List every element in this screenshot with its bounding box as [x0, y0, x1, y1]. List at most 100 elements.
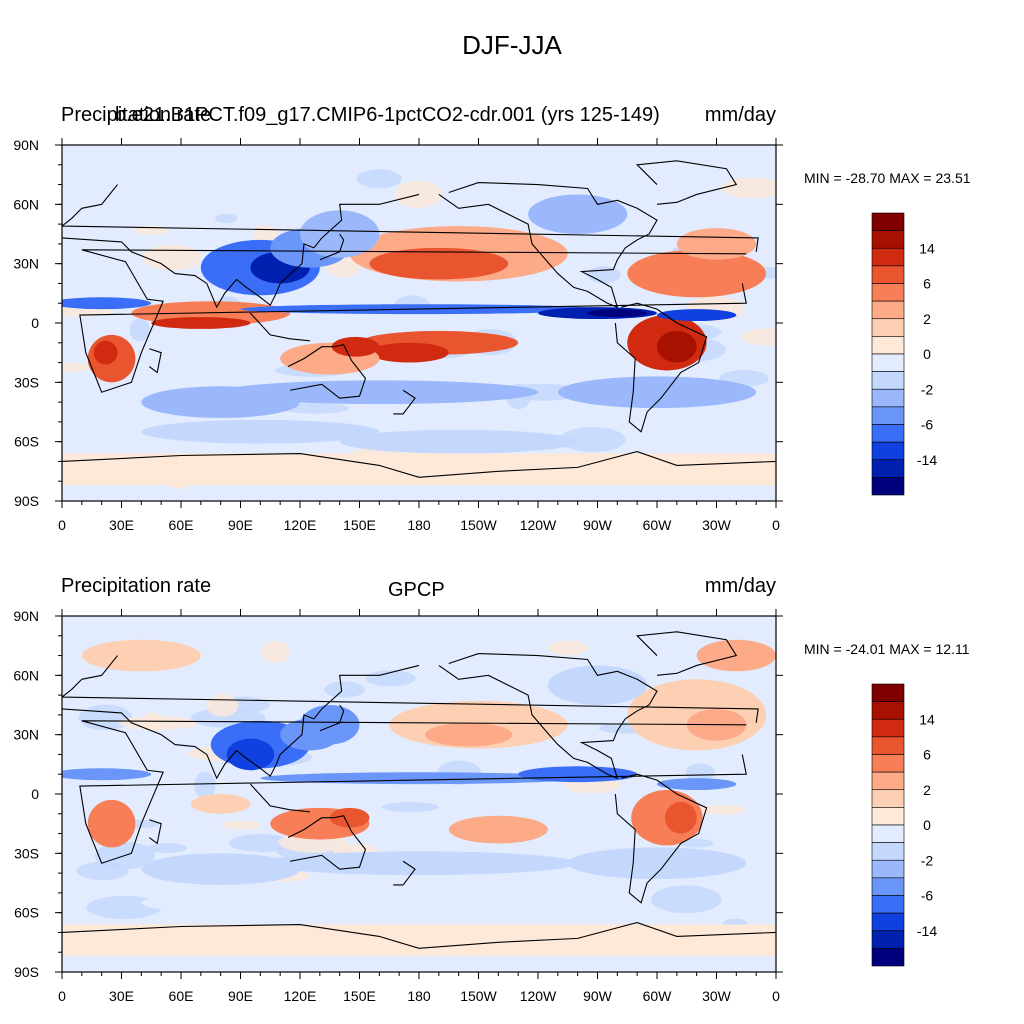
x-tick-label: 180: [407, 517, 431, 533]
y-tick-label: 30S: [14, 845, 39, 861]
colorbar-box: [871, 441, 905, 461]
x-tick-label: 0: [772, 517, 780, 533]
field-patch: [76, 861, 129, 881]
colorbar-box: [871, 336, 905, 355]
x-tick-label: 30W: [702, 988, 732, 1004]
field-patch: [356, 169, 402, 189]
coastline: [287, 815, 367, 870]
field-patch: [129, 318, 151, 342]
panel2-center-title: GPCP: [388, 579, 445, 601]
panel1-left-title: Precipitation rate: [61, 104, 212, 126]
field-patch: [226, 738, 275, 771]
field-patch: [339, 429, 578, 454]
colorbar-box: [871, 371, 905, 390]
y-tick-label: 60N: [13, 667, 39, 683]
panel2-left-title: Precipitation rate: [61, 575, 212, 597]
x-tick-label: 150W: [460, 517, 497, 533]
coastline: [62, 193, 420, 309]
colorbar-box: [871, 807, 905, 826]
coastline: [62, 655, 759, 723]
field-patch: [141, 419, 380, 444]
field-patch: [567, 847, 747, 880]
y-tick-label: 60S: [14, 434, 39, 450]
field-patch: [141, 853, 300, 885]
coastline: [79, 249, 747, 393]
field-patch: [93, 340, 118, 365]
colorbar-box: [871, 824, 905, 843]
field-patch: [323, 681, 365, 698]
field-patch: [424, 722, 513, 747]
coastline: [614, 773, 708, 904]
colorbar-label: -6: [921, 417, 934, 433]
coastline: [62, 921, 776, 949]
x-tick-label: 30E: [109, 517, 134, 533]
field-patch: [331, 336, 380, 357]
x-tick-label: 60W: [643, 517, 673, 533]
colorbar-label: 2: [923, 311, 931, 327]
colorbar-box: [871, 477, 905, 496]
figure-title: DJF-JJA: [462, 30, 562, 60]
precip-field: [62, 616, 776, 972]
field-patch: [282, 402, 350, 414]
x-tick-label: 30W: [702, 517, 732, 533]
field-patch: [741, 328, 776, 346]
colorbar-box: [871, 789, 905, 808]
colorbar-label: -2: [921, 381, 934, 397]
field-patch: [300, 705, 360, 745]
field-band: [62, 453, 776, 486]
coastline: [62, 450, 776, 478]
colorbar-box: [871, 683, 905, 702]
field-patch: [557, 376, 757, 409]
y-tick-label: 30N: [13, 727, 39, 743]
x-tick-label: 90E: [228, 517, 253, 533]
coastline: [148, 348, 162, 374]
colorbar-box: [871, 912, 905, 932]
field-patch: [627, 249, 767, 298]
y-tick-label: 60S: [14, 905, 39, 921]
x-tick-label: 0: [58, 517, 66, 533]
x-tick-label: 60E: [169, 517, 194, 533]
field-patch: [657, 330, 697, 363]
colorbar-box: [871, 388, 905, 408]
field-patch: [87, 799, 136, 848]
colorbar-label: 14: [919, 711, 935, 727]
field-patch: [657, 309, 737, 322]
field-patch: [81, 639, 201, 672]
x-tick-label: 150E: [343, 517, 376, 533]
field-patch: [62, 768, 152, 781]
coastline: [62, 664, 420, 780]
field-patch: [528, 194, 628, 235]
field-patch: [547, 665, 648, 705]
field-patch: [548, 640, 589, 656]
field-patch: [657, 778, 737, 791]
field-patch: [329, 807, 370, 828]
field-patch: [141, 386, 300, 418]
colorbar-label: 2: [923, 782, 931, 798]
map-panel-2: 0 30E 60E 90E 120E 150E 180 150W 120W 90W 60W 30W 0 9…: [13, 608, 937, 1004]
x-tick-label: 90W: [583, 517, 613, 533]
coastline: [635, 631, 738, 676]
x-tick-label: 150E: [343, 988, 376, 1004]
field-patch: [587, 309, 648, 318]
x-tick-label: 90E: [228, 988, 253, 1004]
x-tick-label: 120E: [284, 988, 317, 1004]
colorbar-box: [871, 212, 905, 231]
y-tick-label: 90S: [14, 493, 39, 509]
colorbar-label: 0: [923, 346, 931, 362]
field-patch: [676, 228, 757, 260]
field-patch: [142, 244, 203, 271]
coastline: [319, 704, 345, 732]
coastline: [62, 184, 759, 252]
field-patch: [685, 763, 716, 782]
coastline: [250, 312, 310, 342]
panel1-minmax: MIN = -28.70 MAX = 23.51: [804, 170, 971, 186]
x-tick-label: 60W: [643, 988, 673, 1004]
field-patch: [664, 801, 697, 834]
field-patch: [381, 802, 439, 813]
colorbar-box: [871, 406, 905, 425]
field-patch: [214, 213, 238, 224]
x-tick-label: 180: [407, 988, 431, 1004]
colorbar-box: [871, 948, 905, 967]
colorbar-box: [871, 859, 905, 879]
coastline: [287, 344, 367, 399]
